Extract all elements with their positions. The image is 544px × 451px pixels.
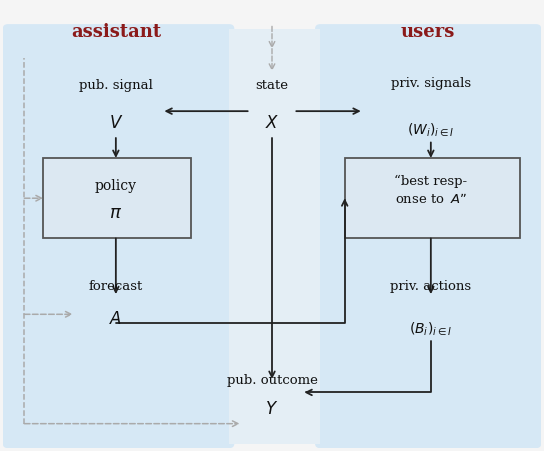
Text: $V$: $V$ [109,115,123,132]
Text: $X$: $X$ [265,115,279,132]
Text: priv. actions: priv. actions [390,279,472,292]
Text: state: state [256,79,288,92]
Text: pub. signal: pub. signal [79,79,153,92]
Text: $\pi$: $\pi$ [109,203,122,221]
Text: $Y$: $Y$ [265,400,279,417]
Text: onse to  $A$”: onse to $A$” [395,192,467,206]
Text: pub. outcome: pub. outcome [226,373,318,386]
Text: $A$: $A$ [109,311,122,327]
FancyBboxPatch shape [345,159,520,239]
Text: users: users [401,23,455,41]
FancyBboxPatch shape [3,25,234,448]
FancyBboxPatch shape [229,29,320,444]
Text: assistant: assistant [71,23,161,41]
Text: $(B_i)_{i \in I}$: $(B_i)_{i \in I}$ [409,320,453,336]
Text: $(W_i)_{i \in I}$: $(W_i)_{i \in I}$ [407,121,454,138]
Text: “best resp-: “best resp- [394,175,467,188]
Text: priv. signals: priv. signals [391,77,471,90]
Text: forecast: forecast [89,279,143,292]
FancyBboxPatch shape [43,159,191,239]
FancyBboxPatch shape [315,25,541,448]
Text: policy: policy [95,179,137,193]
